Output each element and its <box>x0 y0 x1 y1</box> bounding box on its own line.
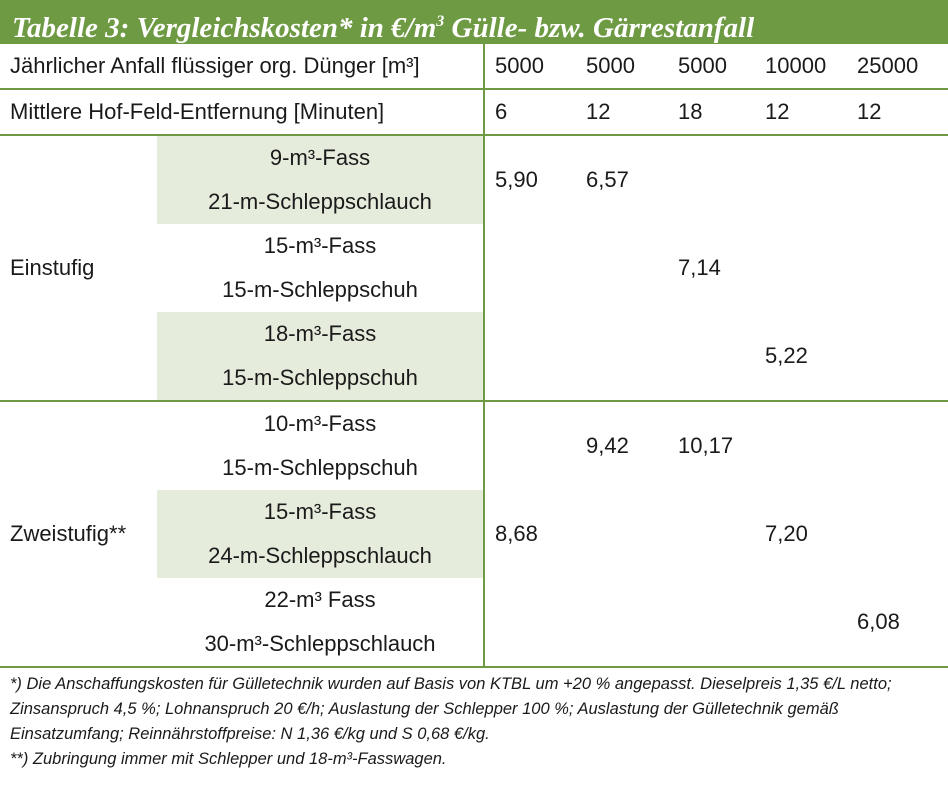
value-cell: 10,17 <box>678 433 734 458</box>
value-cell <box>755 578 847 668</box>
value-cell <box>847 401 948 490</box>
table-row: 18-m³-Fass 15-m-Schleppschuh 5,22 <box>0 312 948 402</box>
value-cell <box>847 312 948 402</box>
technique-line1: 15-m³-Fass <box>263 233 377 258</box>
header-volume-cell: 5000 <box>483 44 576 90</box>
technique-line2: 15-m-Schleppschuh <box>222 277 418 302</box>
table-row: Zweistufig** 10-m³-Fass 15-m-Schleppschuh… <box>0 401 948 668</box>
footnote-2: **) Zubringung immer mit Schlepper und 1… <box>10 750 447 768</box>
technique-line2: 24-m-Schleppschlauch <box>208 543 432 568</box>
technique-line2: 21-m-Schleppschlauch <box>208 189 432 214</box>
value-cell: 6,57 <box>586 167 629 192</box>
value-cell: 7,14 <box>678 255 721 280</box>
value-cell <box>576 578 668 668</box>
header-distance-cell: 12 <box>847 89 948 136</box>
title-suffix: Gülle- bzw. Gärrestanfall <box>444 12 755 44</box>
value-cell <box>483 224 576 312</box>
value-cell <box>576 312 668 402</box>
value-cell: 7,20 <box>765 521 808 546</box>
value-cell <box>483 578 576 668</box>
table-row: Einstufig 9-m³-Fass 21-m-Schleppschlauch … <box>0 135 948 402</box>
header-volume-cell: 5000 <box>576 44 668 90</box>
table-row: 22-m³ Fass 30-m³-Schleppschlauch 6,08 <box>0 578 948 668</box>
title-prefix: Tabelle 3: Vergleichskosten* in €/m <box>12 12 437 44</box>
footnotes: *) Die Anschaffungskosten für Gülletechn… <box>10 672 940 772</box>
value-cell <box>755 401 847 490</box>
cost-comparison-table: Jährlicher Anfall flüssiger org. Dünger … <box>0 44 948 668</box>
value-cell <box>576 490 668 578</box>
header-volume-cell: 5000 <box>668 44 755 90</box>
header-distance-cell: 12 <box>755 89 847 136</box>
value-cell <box>755 224 847 312</box>
value-cell <box>668 490 755 578</box>
technique-cell: 15-m³-Fass 24-m-Schleppschlauch <box>157 490 484 578</box>
technique-cell: 22-m³ Fass 30-m³-Schleppschlauch <box>157 578 484 668</box>
technique-cell: 15-m³-Fass 15-m-Schleppschuh <box>157 224 484 312</box>
value-cell <box>576 224 668 312</box>
header-distance-cell: 12 <box>576 89 668 136</box>
value-cell: 5,90 <box>483 135 576 224</box>
value-cell <box>483 401 576 490</box>
header-row-volume: Jährlicher Anfall flüssiger org. Dünger … <box>0 44 948 90</box>
footnote-1: *) Die Anschaffungskosten für Gülletechn… <box>10 675 892 743</box>
group-label-zweistufig: Zweistufig** <box>0 401 157 668</box>
title-superscript: 3 <box>436 13 445 30</box>
value-cell <box>668 135 755 224</box>
header-distance-label: Mittlere Hof-Feld-Entfernung [Minuten] <box>0 89 484 136</box>
value-cell: 8,68 <box>483 490 576 578</box>
header-volume-label: Jährlicher Anfall flüssiger org. Dünger … <box>0 44 484 90</box>
header-volume-cell: 25000 <box>847 44 948 90</box>
technique-cell: 18-m³-Fass 15-m-Schleppschuh <box>157 312 484 402</box>
header-distance-cell: 18 <box>668 89 755 136</box>
technique-line1: 22-m³ Fass <box>264 587 376 612</box>
header-volume-cell: 10000 <box>755 44 847 90</box>
technique-line1: 10-m³-Fass <box>263 411 377 436</box>
technique-cell: 10-m³-Fass 15-m-Schleppschuh <box>157 401 484 490</box>
technique-line1: 9-m³-Fass <box>269 145 371 170</box>
value-cell: 9,42 <box>586 433 629 458</box>
technique-line2: 15-m-Schleppschuh <box>222 455 418 480</box>
header-row-distance: Mittlere Hof-Feld-Entfernung [Minuten] 6… <box>0 89 948 136</box>
value-cell <box>668 578 755 668</box>
technique-line2: 30-m³-Schleppschlauch <box>204 631 436 656</box>
table-row: 15-m³-Fass 15-m-Schleppschuh 7,14 <box>0 224 948 312</box>
value-cell <box>483 312 576 402</box>
technique-line1: 15-m³-Fass <box>263 499 377 524</box>
value-cell <box>847 224 948 312</box>
value-cell <box>847 135 948 224</box>
table-row: 15-m³-Fass 24-m-Schleppschlauch 8,68 7,20 <box>0 490 948 578</box>
value-cell <box>755 135 847 224</box>
value-cell: 5,22 <box>755 312 847 402</box>
technique-cell: 9-m³-Fass 21-m-Schleppschlauch <box>157 135 484 224</box>
table-title: Tabelle 3: Vergleichskosten* in €/m3 Gül… <box>0 0 948 44</box>
technique-line2: 15-m-Schleppschuh <box>222 365 418 390</box>
group-label-einstufig: Einstufig <box>0 135 157 402</box>
header-distance-cell: 6 <box>483 89 576 136</box>
value-cell: 6,08 <box>847 578 948 668</box>
value-cell <box>847 490 948 578</box>
value-cell <box>668 312 755 402</box>
technique-line1: 18-m³-Fass <box>263 321 377 346</box>
